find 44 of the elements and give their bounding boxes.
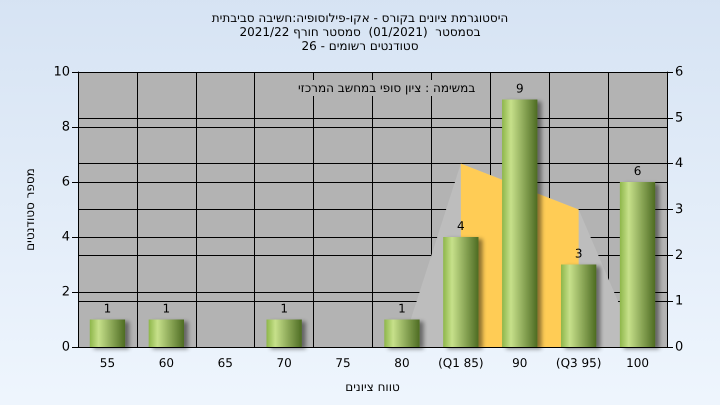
y-tick-label: 0 [62,340,70,354]
data-label: 1 [104,302,112,316]
y2-tick-label: 4 [675,156,684,172]
data-label: 6 [634,164,642,178]
data-label: 9 [516,82,524,96]
bar [560,264,596,347]
y2-tick-label: 3 [675,202,684,217]
data-label: 3 [574,246,582,260]
data-label: 1 [280,302,288,316]
x-tick-label: 65 [218,356,233,370]
chart-subtitle: בסמסטר (01/2021) סמסטר חורף 2021/22 סטודנטים רשומים - 26 [239,25,481,53]
bar [148,320,184,347]
bar [620,182,656,347]
data-label: 1 [398,302,406,316]
x-tick-label: 100 [626,356,650,370]
annotation: במשימה : ציון סופי במחשב המרכזי [298,81,476,95]
x-tick-label: 60 [158,356,174,370]
y2-tick-label: 1 [675,294,684,309]
x-tick-label: 75 [335,356,351,370]
y2-tick-label: 0 [675,340,684,354]
y2-tick-label: 6 [675,64,684,80]
chart-title: היסטוגרמת ציונים בקורס - אקו-פילוסופיה:חשיבה סביבתית [212,11,508,25]
y-tick-label: 6 [62,174,70,190]
x-tick-label: 55 [100,356,116,370]
bar [502,100,538,347]
y2-tick-label: 2 [675,248,684,263]
data-label: 1 [162,302,170,316]
y-tick-label: 8 [62,120,70,134]
x-tick-label: (Q3 95) [556,356,602,370]
y-tick-label: 4 [62,230,70,244]
y2-tick-label: 5 [675,110,684,126]
bar [384,320,420,347]
y-tick-label: 2 [62,284,70,300]
x-tick-label: 80 [394,356,410,370]
x-tick-label: (Q1 85) [438,356,484,370]
x-tick-label: 70 [276,356,292,370]
x-tick-label: 90 [512,356,528,370]
y-tick-label: 10 [53,64,70,80]
bar [443,237,479,347]
bar [266,320,302,347]
y-axis-title: מספר סטודנטים [23,168,37,251]
bar [90,320,126,347]
data-label: 4 [457,219,465,233]
x-axis-title: טווח ציונים [345,380,400,394]
